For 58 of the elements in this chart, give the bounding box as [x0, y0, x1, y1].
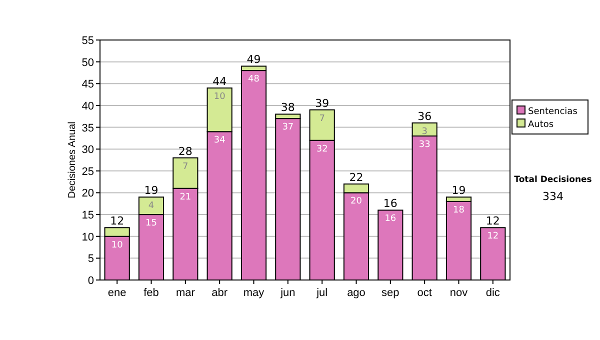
data-label: 33 — [418, 140, 430, 150]
x-tick-label: ene — [108, 287, 126, 299]
total-label: 12 — [486, 214, 500, 228]
data-label: 34 — [214, 136, 226, 146]
y-axis-title: Decisiones Anual — [67, 122, 78, 198]
y-tick-label: 50 — [82, 56, 94, 69]
data-label: 32 — [316, 144, 328, 154]
y-tick-label: 25 — [82, 166, 94, 178]
x-tick-label: dic — [486, 287, 500, 299]
data-label: 10 — [214, 92, 226, 102]
x-tick-label: may — [243, 287, 265, 299]
data-label: 48 — [248, 74, 260, 85]
total-label: 12 — [110, 214, 124, 228]
data-label: 3 — [422, 126, 428, 137]
x-tick-label: oct — [417, 287, 432, 299]
y-tick-label: 40 — [82, 100, 94, 112]
total-label: 28 — [178, 144, 192, 158]
y-tick-label: 45 — [82, 78, 94, 91]
total-label: 19 — [452, 184, 466, 198]
total-label: 44 — [212, 75, 227, 88]
legend-label: Autos — [528, 120, 554, 130]
data-label: 12 — [487, 232, 499, 242]
y-tick-label: 5 — [88, 253, 94, 266]
x-tick-label: jul — [316, 287, 328, 299]
total-label: 19 — [144, 184, 158, 198]
total-label: 16 — [383, 197, 398, 210]
x-tick-label: jun — [280, 287, 296, 299]
text: 334 — [542, 190, 564, 203]
x-tick-label: ago — [347, 287, 366, 299]
legend-label: Sentencias — [528, 107, 578, 117]
data-label: 37 — [282, 122, 294, 133]
total-label: 38 — [280, 101, 295, 114]
total-label: 49 — [246, 53, 261, 66]
y-tick-label: 30 — [82, 144, 94, 156]
data-label: 16 — [384, 214, 396, 224]
data-label: 20 — [350, 196, 362, 207]
x-tick-label: abr — [212, 287, 228, 299]
y-tick-label: 20 — [82, 188, 94, 200]
data-label: 21 — [180, 192, 192, 202]
data-label: 7 — [319, 114, 325, 124]
data-label: 15 — [146, 218, 157, 229]
x-tick-label: feb — [144, 287, 159, 299]
y-tick-label: 35 — [82, 122, 94, 134]
data-label: 18 — [453, 205, 465, 216]
y-tick-label: 55 — [82, 35, 94, 47]
total-label: 39 — [315, 96, 330, 110]
x-tick-label: mar — [176, 287, 196, 299]
data-label: 10 — [111, 240, 124, 250]
x-tick-label: nov — [450, 287, 468, 299]
y-tick-label: 0 — [88, 275, 94, 287]
x-tick-label: sep — [382, 287, 400, 299]
y-tick-label: 15 — [82, 210, 94, 222]
total-label: 36 — [418, 110, 432, 123]
y-tick-label: 10 — [82, 231, 94, 244]
total-label: 22 — [349, 171, 364, 184]
data-label: 4 — [148, 201, 154, 212]
text: Total Decisiones — [514, 175, 592, 185]
data-label: 7 — [182, 162, 188, 172]
